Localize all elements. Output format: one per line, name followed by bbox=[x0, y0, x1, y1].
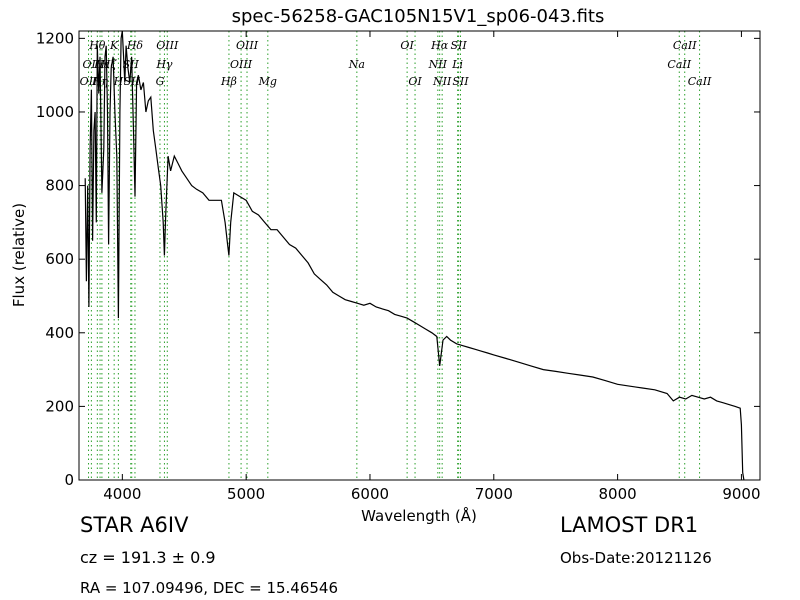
x-axis-label: Wavelength (Å) bbox=[361, 506, 477, 525]
x-tick-label: 4000 bbox=[103, 485, 141, 503]
ra-dec-label: RA = 107.09496, DEC = 15.46546 bbox=[80, 579, 339, 597]
line-marker-label: Li bbox=[451, 58, 463, 71]
x-tick-label: 9000 bbox=[722, 485, 760, 503]
line-marker-label: Hζ bbox=[100, 58, 118, 71]
y-tick-label: 0 bbox=[64, 471, 74, 489]
y-axis-ticks: 0 200 400 600 800 1000 1200 bbox=[36, 29, 760, 489]
emission-line-markers bbox=[88, 31, 701, 480]
line-marker-label: CaII bbox=[667, 58, 691, 71]
line-marker-label: OIII bbox=[156, 39, 179, 52]
line-marker-label: OIII bbox=[236, 39, 259, 52]
line-marker-label: OI bbox=[408, 75, 422, 88]
y-tick-label: 600 bbox=[45, 250, 74, 268]
line-marker-label: CaII bbox=[673, 39, 697, 52]
y-tick-label: 200 bbox=[45, 397, 74, 415]
line-marker-label: SII bbox=[452, 75, 469, 88]
survey-label: LAMOST DR1 bbox=[560, 513, 699, 537]
spectrum-series-line bbox=[84, 30, 745, 481]
line-marker-label: Hβ bbox=[220, 75, 237, 88]
obs-date-label: Obs-Date:20121126 bbox=[560, 549, 712, 567]
redshift-label: cz = 191.3 ± 0.9 bbox=[80, 548, 216, 567]
y-tick-label: 400 bbox=[45, 324, 74, 342]
line-marker-label: Hα bbox=[430, 39, 449, 52]
line-marker-label: OII bbox=[83, 58, 101, 71]
line-marker-label: Hδ bbox=[126, 39, 144, 52]
y-axis-label: Flux (relative) bbox=[10, 203, 28, 307]
line-marker-label: G bbox=[156, 75, 165, 88]
y-tick-label: 800 bbox=[45, 177, 74, 195]
line-marker-label: OII bbox=[80, 75, 98, 88]
line-marker-label: H bbox=[113, 75, 124, 88]
x-tick-label: 6000 bbox=[351, 485, 389, 503]
line-marker-label: Hθ bbox=[88, 39, 106, 52]
plot-frame bbox=[78, 30, 761, 481]
x-tick-label: 5000 bbox=[227, 485, 265, 503]
x-axis-ticks: 4000 5000 6000 7000 8000 9000 bbox=[103, 31, 761, 503]
line-marker-label: Hγ bbox=[155, 58, 173, 71]
x-tick-label: 7000 bbox=[475, 485, 513, 503]
line-marker-label: OIII bbox=[230, 58, 253, 71]
line-marker-label: OI bbox=[400, 39, 414, 52]
emission-line-labels: OIIOIIHθHηHεHζKHSIISIIHδGHγOIIIHβOIIIOII… bbox=[80, 39, 712, 88]
object-type-label: STAR A6IV bbox=[80, 513, 189, 537]
line-marker-label: CaII bbox=[688, 75, 712, 88]
x-tick-label: 8000 bbox=[599, 485, 637, 503]
line-marker-label: NII bbox=[428, 58, 448, 71]
chart-title: spec-56258-GAC105N15V1_sp06-043.fits bbox=[232, 6, 605, 27]
line-marker-label: NII bbox=[432, 75, 452, 88]
line-marker-label: SII bbox=[451, 39, 468, 52]
line-marker-label: Mg bbox=[258, 75, 277, 88]
line-marker-label: Na bbox=[348, 58, 365, 71]
y-tick-label: 1000 bbox=[36, 103, 74, 121]
y-tick-label: 1200 bbox=[36, 29, 74, 47]
line-marker-label: K bbox=[109, 39, 119, 52]
